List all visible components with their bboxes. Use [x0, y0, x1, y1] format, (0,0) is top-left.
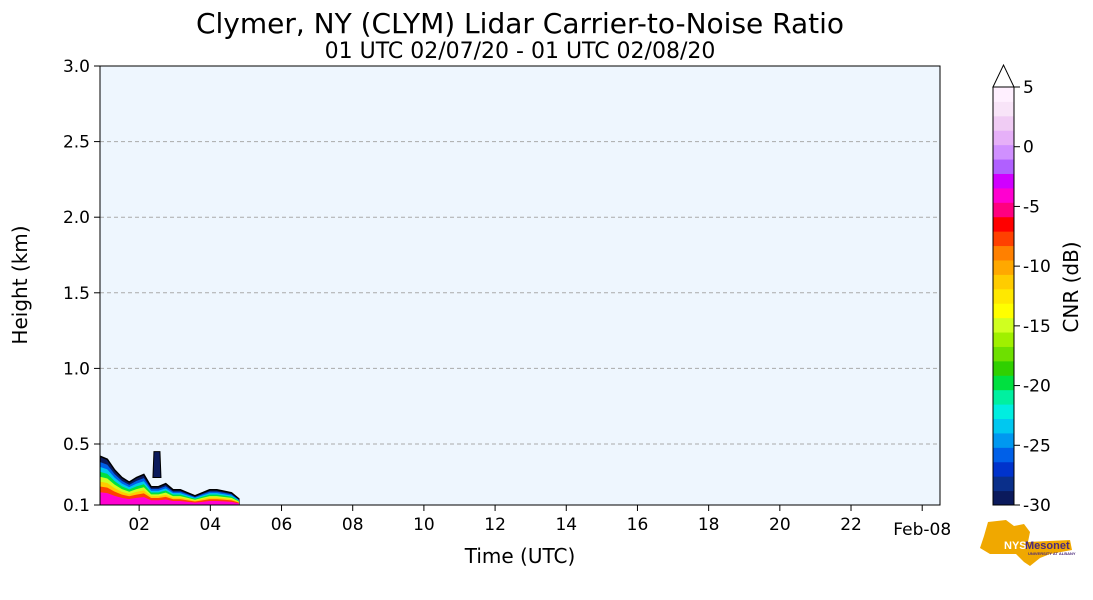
colorbar-segment — [993, 159, 1014, 174]
x-tick-label: 06 — [271, 515, 293, 535]
nys-mesonet-logo: NYS Mesonet UNIVERSITY AT ALBANY — [980, 520, 1076, 566]
colorbar-tick-label: 0 — [1023, 138, 1034, 158]
colorbar-segment — [993, 346, 1014, 362]
y-tick-label: 0.1 — [63, 496, 90, 516]
colorbar-tick-label: -30 — [1023, 496, 1051, 516]
colorbar-segment — [993, 87, 1014, 102]
colorbar-segment — [993, 461, 1014, 477]
logo-prefix: NYS — [1004, 540, 1027, 552]
x-tick-label: 02 — [128, 515, 150, 535]
cnr-spike — [152, 451, 162, 479]
colorbar-segment — [993, 332, 1014, 347]
colorbar-segment — [993, 360, 1014, 376]
logo-main: Mesonet — [1025, 540, 1070, 552]
colorbar-segment — [993, 317, 1014, 333]
colorbar-segment — [993, 115, 1014, 131]
y-tick-label: 2.5 — [63, 133, 90, 153]
colorbar-segment — [993, 202, 1014, 218]
plot-frame — [99, 65, 941, 506]
colorbar-tick-label: -5 — [1023, 197, 1040, 217]
colorbar: -30 -25 -20 -15 -10 -5 0 5 — [992, 63, 1051, 516]
chart-title: Clymer, NY (CLYM) Lidar Carrier-to-Noise… — [196, 7, 844, 40]
colorbar-segment — [993, 288, 1014, 304]
new-york-state-shape — [980, 520, 1072, 566]
colorbar-tick-label: -10 — [1023, 257, 1051, 277]
cnr-band — [100, 492, 239, 505]
x-tick-label: 10 — [413, 515, 435, 535]
x-tick-label: 14 — [555, 515, 577, 535]
colorbar-segment — [993, 303, 1014, 319]
y-axis-label: Height (km) — [8, 225, 32, 344]
colorbar-segment — [993, 173, 1014, 189]
colorbar-segment — [993, 144, 1014, 160]
colorbar-segment — [993, 130, 1014, 146]
colorbar-tick-label: -25 — [1023, 436, 1051, 456]
colorbar-tick-label: -20 — [1023, 377, 1051, 397]
colorbar-segment — [993, 447, 1014, 463]
colorbar-segment — [993, 432, 1014, 448]
colorbar-segment — [993, 187, 1014, 203]
y-tick-label: 2.0 — [63, 208, 90, 228]
y-tick-label: 0.5 — [63, 435, 90, 455]
x-tick-label: 18 — [698, 515, 720, 535]
colorbar-segment — [993, 231, 1014, 247]
x-tick-label: 16 — [627, 515, 649, 535]
data-layer — [100, 451, 240, 505]
colorbar-segment — [993, 274, 1014, 290]
colorbar-segment — [993, 389, 1014, 405]
y-tick-label: 3.0 — [63, 57, 90, 77]
x-axis-label: Time (UTC) — [464, 544, 576, 568]
colorbar-segment — [993, 404, 1014, 420]
y-axis: 0.1 0.5 1.0 1.5 2.0 2.5 3.0 — [63, 57, 100, 516]
colorbar-segment — [993, 101, 1014, 117]
x-axis: 02 04 06 08 10 12 14 16 18 20 22 Feb-08 — [128, 505, 951, 540]
colorbar-segment — [993, 259, 1014, 275]
colorbar-segment — [993, 418, 1014, 434]
y-tick-label: 1.5 — [63, 284, 90, 304]
colorbar-frame — [992, 86, 1015, 506]
colorbar-tick-label: -15 — [1023, 317, 1051, 337]
colorbar-segment — [993, 216, 1014, 232]
x-tick-label: 08 — [342, 515, 364, 535]
colorbar-segment — [993, 490, 1014, 506]
x-tick-label: 12 — [484, 515, 506, 535]
x-tick-label: 20 — [769, 515, 791, 535]
chart-subtitle: 01 UTC 02/07/20 - 01 UTC 02/08/20 — [325, 39, 716, 64]
x-tick-label: 04 — [200, 515, 222, 535]
x-tick-label: Feb-08 — [893, 520, 951, 540]
x-tick-label: 22 — [840, 515, 862, 535]
colorbar-segment — [993, 245, 1014, 261]
colorbar-segment — [993, 375, 1014, 391]
y-tick-label: 1.0 — [63, 359, 90, 379]
logo-sub: UNIVERSITY AT ALBANY — [1028, 551, 1076, 556]
colorbar-segment — [993, 476, 1014, 492]
colorbar-tick-label: 5 — [1023, 78, 1034, 98]
colorbar-extend-arrow — [992, 63, 1015, 88]
colorbar-label: CNR (dB) — [1059, 241, 1083, 332]
grid-lines — [100, 141, 940, 445]
plot-background — [100, 66, 940, 505]
